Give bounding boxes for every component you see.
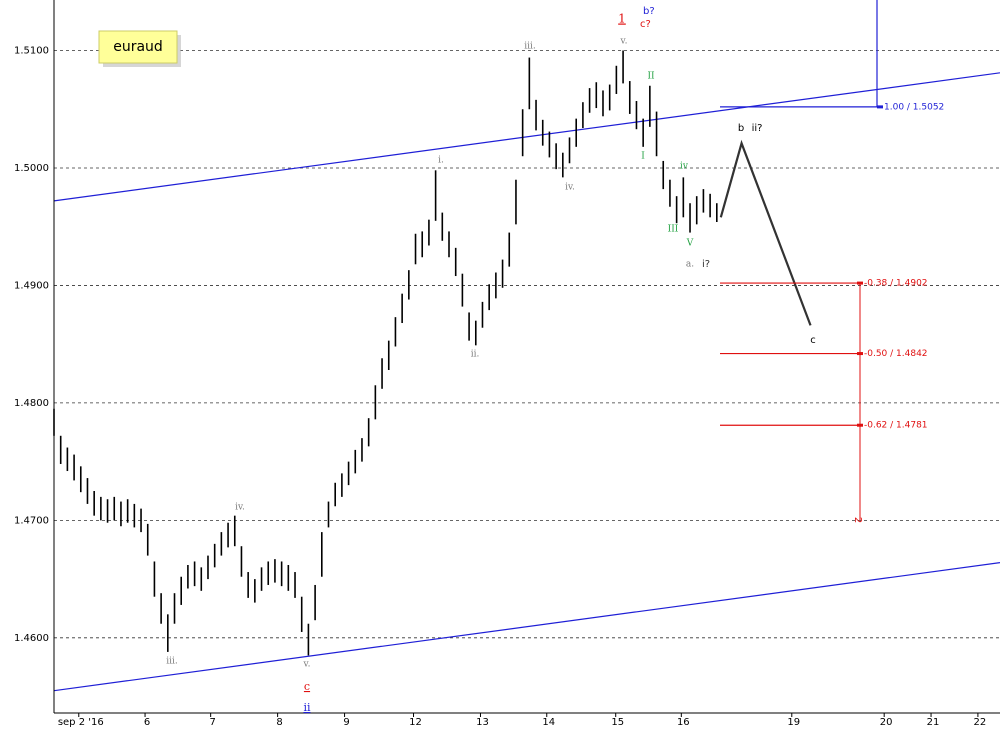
wave-label: V xyxy=(686,239,694,249)
wave-label: iii. xyxy=(524,42,536,52)
projection-line xyxy=(719,139,812,326)
wave-label: c? xyxy=(640,19,651,30)
y-tick-label: 1.4800 xyxy=(14,398,49,409)
wave-label: 1 xyxy=(618,12,626,26)
symbol: euraud xyxy=(113,39,163,55)
wave-label: iv xyxy=(680,162,689,172)
wave-label: v. xyxy=(303,660,311,670)
wave-label: ii. xyxy=(471,350,480,360)
x-tick-label: 19 xyxy=(787,717,800,728)
wave-label: iv. xyxy=(565,183,575,193)
y-tick-label: 1.5100 xyxy=(14,46,49,57)
x-tick-label: 12 xyxy=(409,717,422,728)
x-tick-label: 20 xyxy=(880,717,893,728)
wave-labels: iii. iv. v. c ii i. ii. iii. iv. v. 1 b?… xyxy=(166,6,863,714)
wave-label: v. xyxy=(620,37,628,47)
symbol-box xyxy=(98,30,178,64)
x-tick-label: 14 xyxy=(542,717,555,728)
grid xyxy=(54,50,1000,639)
fib-label: -0.50 / 1.4842 xyxy=(864,349,928,359)
channel-line xyxy=(53,72,1000,202)
y-tick-label: 1.5000 xyxy=(14,163,49,174)
fib-label: -0.38 / 1.4902 xyxy=(864,279,928,289)
wave-label: iii. xyxy=(166,657,178,667)
y-tick-label: 1.4600 xyxy=(14,633,49,644)
wave-label: i. xyxy=(438,156,444,166)
x-tick-label: 22 xyxy=(974,717,987,728)
x-tick-label: 9 xyxy=(343,717,349,728)
channel-line xyxy=(53,562,1000,692)
wave-label: III xyxy=(668,225,679,235)
wave-label: 2 xyxy=(852,517,863,523)
x-tick-label: 15 xyxy=(611,717,624,728)
wave-label: II xyxy=(647,72,655,82)
wave-label: c xyxy=(304,680,310,693)
y-tick-label: 1.4900 xyxy=(14,280,49,291)
x-tick-label: 7 xyxy=(209,717,215,728)
x-tick-label: 8 xyxy=(276,717,282,728)
wave-label: ii? xyxy=(752,123,763,134)
wave-label: i? xyxy=(702,259,710,270)
plot xyxy=(53,50,1000,692)
y-tick-label: 1.4700 xyxy=(14,515,49,526)
wave-label: I xyxy=(641,152,645,162)
wave-label: b xyxy=(738,123,744,134)
x-tick-label: 16 xyxy=(677,717,690,728)
wave-label: c xyxy=(810,335,816,346)
wave-label: b? xyxy=(643,6,655,17)
x-tick-label: sep 2 '16 xyxy=(58,717,104,728)
wave-label: iv. xyxy=(235,503,245,513)
wave-label: a. xyxy=(686,260,694,270)
fib-label: 1.00 / 1.5052 xyxy=(884,102,944,112)
x-tick-label: 6 xyxy=(144,717,150,728)
x-tick-label: 21 xyxy=(927,717,940,728)
fib-marker xyxy=(877,105,883,109)
fib-label: -0.62 / 1.4781 xyxy=(864,421,928,431)
x-tick-label: 13 xyxy=(476,717,489,728)
wave-label: ii xyxy=(303,701,311,714)
